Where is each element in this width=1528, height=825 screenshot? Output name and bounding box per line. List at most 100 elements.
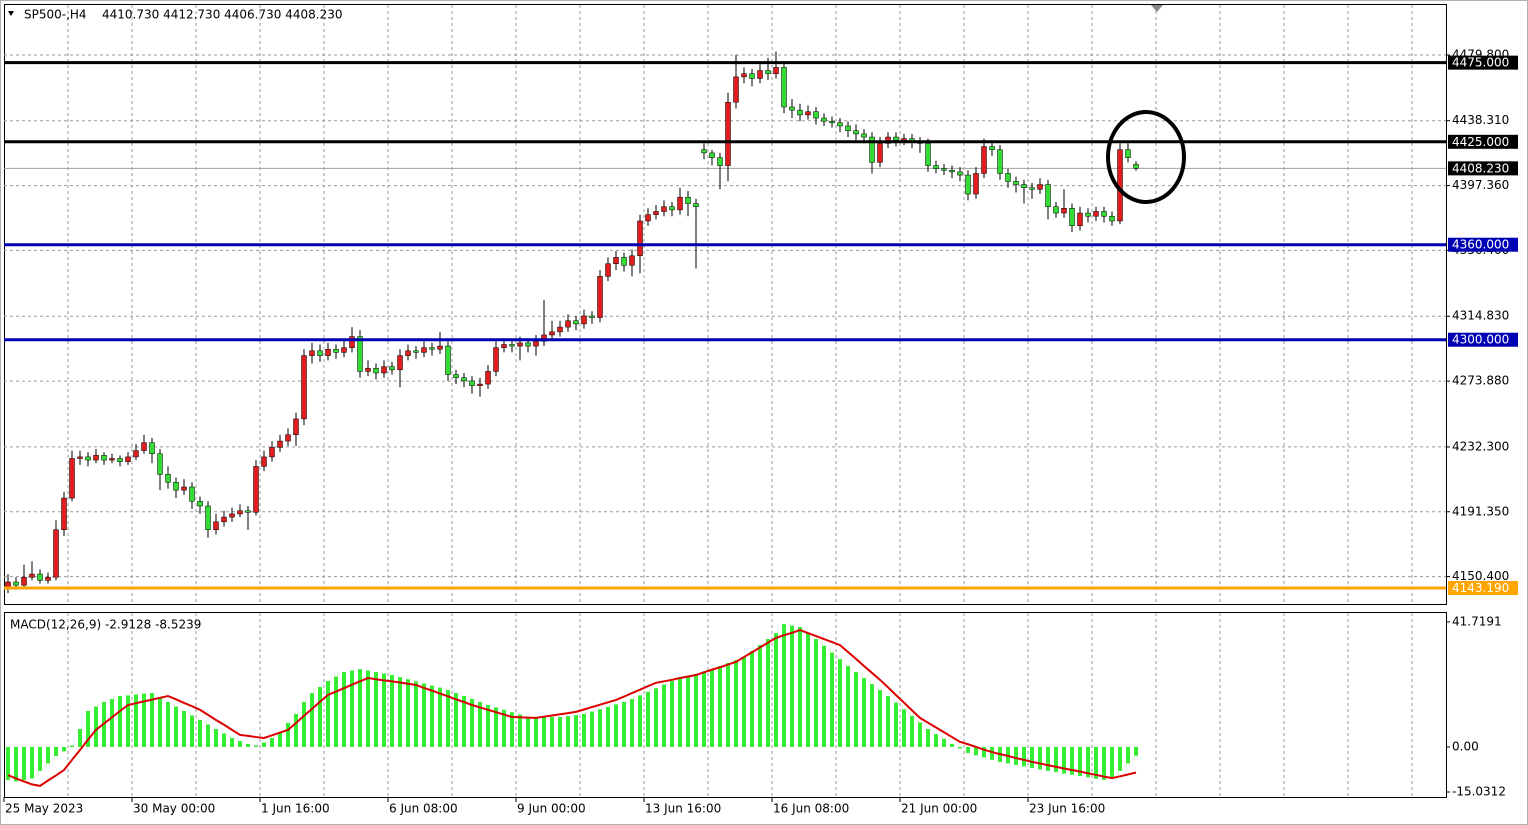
candle-body — [533, 341, 539, 347]
candle-body — [677, 196, 683, 211]
candle-body — [149, 442, 155, 454]
candle-body — [725, 101, 731, 166]
price-tag — [1448, 134, 1518, 149]
macd-bar — [350, 670, 354, 747]
candle-body — [293, 418, 299, 435]
macd-bar — [678, 678, 682, 747]
candle-body — [1101, 211, 1107, 217]
macd-bar — [254, 745, 258, 747]
macd-bar — [1110, 746, 1114, 777]
macd-bar — [382, 673, 386, 747]
candle-body — [373, 367, 379, 374]
candle-body — [325, 348, 331, 356]
price-tag-label: 4300.000 — [1452, 333, 1509, 347]
candle-body — [549, 331, 555, 336]
macd-bar — [582, 713, 586, 747]
macd-bar — [62, 746, 66, 752]
candle-body — [717, 157, 723, 166]
candle-body — [661, 206, 667, 212]
candle-body — [413, 350, 419, 353]
candle-body — [213, 521, 219, 530]
macd-bar — [358, 669, 362, 747]
macd-bar — [630, 699, 634, 747]
x-tick-label: 6 Jun 08:00 — [389, 802, 458, 816]
candle-body — [173, 481, 179, 491]
macd-bar — [390, 675, 394, 747]
candle-body — [1085, 212, 1091, 217]
candle-body — [637, 220, 643, 257]
macd-bar — [718, 666, 722, 747]
candle-body — [493, 347, 499, 372]
candle-body — [277, 440, 283, 448]
candle-body — [621, 257, 627, 266]
candle-body — [989, 146, 995, 150]
price-tag-label: 4408.230 — [1452, 161, 1509, 175]
macd-bar — [982, 746, 986, 758]
macd-bar — [1078, 746, 1082, 777]
macd-bar — [374, 672, 378, 747]
macd-bar — [430, 685, 434, 747]
candle-body — [365, 367, 371, 372]
candle-body — [685, 196, 691, 204]
macd-bar — [494, 707, 498, 747]
candle-body — [709, 152, 715, 158]
candle-body — [381, 366, 387, 374]
x-tick-label: 30 May 00:00 — [133, 802, 215, 816]
macd-bar — [262, 742, 266, 747]
candle-body — [653, 211, 659, 215]
candle-body — [317, 350, 323, 356]
candle-body — [1037, 184, 1043, 190]
candle-body — [29, 573, 35, 578]
macd-bar — [1054, 746, 1058, 773]
labels: 4479.8004438.3104397.3604356.4004314.830… — [3, 48, 1518, 816]
macd-bar — [302, 702, 306, 747]
candle-body — [885, 136, 891, 144]
macd-panel — [4, 612, 1447, 798]
macd-bar — [190, 715, 194, 747]
candle-body — [1021, 184, 1027, 188]
candle-body — [13, 581, 19, 586]
y-tick-label: 0.00 — [1452, 739, 1479, 753]
macd-bar — [638, 695, 642, 747]
macd-bar — [86, 710, 90, 747]
candle-body — [517, 342, 523, 347]
y-tick-label: -15.0312 — [1452, 784, 1506, 798]
candle-body — [1029, 187, 1035, 190]
candle-body — [45, 576, 51, 581]
price-tag — [1448, 237, 1518, 252]
candle-body — [781, 67, 787, 108]
macd-bar — [670, 681, 674, 747]
candle-body — [501, 344, 507, 348]
macd-bar — [22, 746, 26, 780]
macd-bar — [974, 746, 978, 756]
macd-bar — [558, 716, 562, 747]
candle-body — [109, 458, 115, 461]
macd-bar — [422, 683, 426, 747]
macd-bar — [814, 639, 818, 747]
macd-bar — [286, 722, 290, 747]
candle-body — [509, 344, 515, 347]
macd-bar — [702, 671, 706, 747]
macd-bar — [30, 746, 34, 779]
x-tick-label: 16 Jun 08:00 — [773, 802, 849, 816]
macd-bar — [134, 694, 138, 747]
candle-body — [845, 125, 851, 131]
macd-bar — [1046, 746, 1050, 771]
candle-body — [397, 355, 403, 371]
macd-bar — [1022, 746, 1026, 767]
macd-bar — [990, 746, 994, 760]
candle-body — [269, 447, 275, 458]
candle-body — [429, 347, 435, 350]
candle-body — [789, 106, 795, 111]
macd-bar — [958, 746, 962, 749]
macd-bar — [166, 702, 170, 747]
x-tick-label: 1 Jun 16:00 — [261, 802, 330, 816]
candle-body — [133, 450, 139, 458]
candle-body — [925, 143, 931, 166]
macd-bar — [774, 633, 778, 747]
macd-bar — [646, 691, 650, 747]
macd-bar — [598, 709, 602, 747]
macd-bar — [54, 746, 58, 756]
